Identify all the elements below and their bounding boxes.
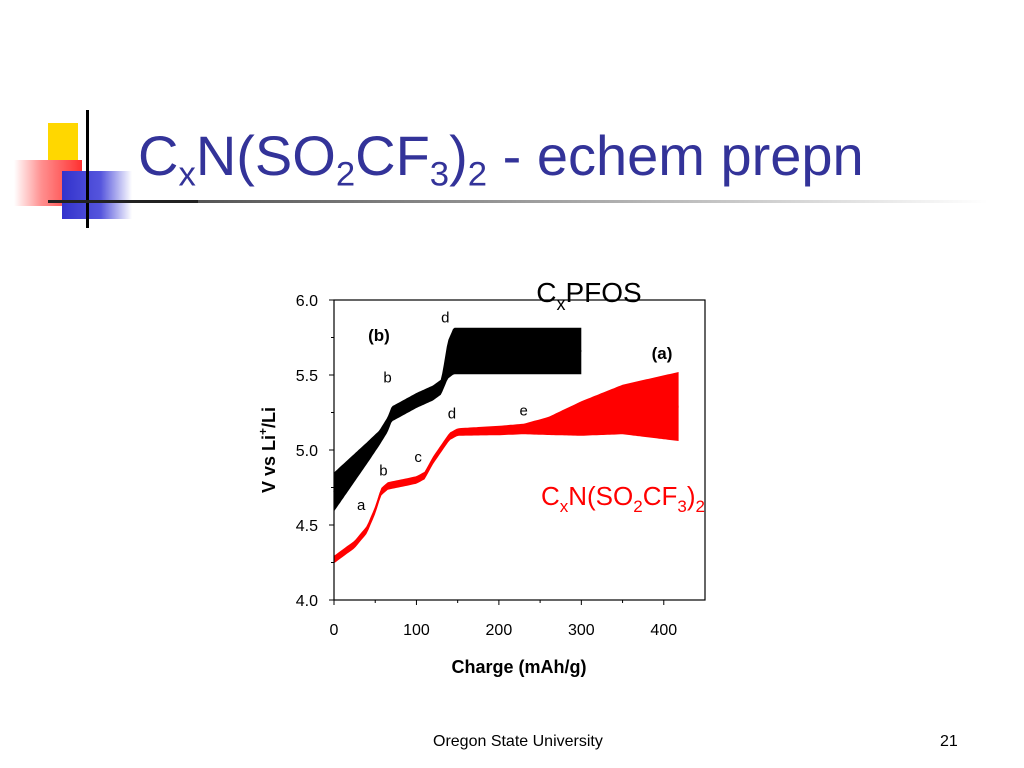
decor-vertical-line — [86, 110, 89, 228]
decor-blue-square — [62, 171, 132, 219]
y-tick-label: 4.5 — [296, 518, 318, 535]
series-band-b — [334, 327, 582, 512]
series-bands — [334, 327, 679, 564]
axis-ticks: 0 100 200 300 400 4.0 4.5 5.0 5.5 6.0 — [296, 293, 677, 639]
series-line-a — [333, 405, 679, 561]
y-tick-label: 5.5 — [296, 368, 318, 385]
y-axis-label: V vs Li+/Li — [256, 407, 279, 493]
slide-title: CxN(SO2CF3)2 - echem prepn — [138, 124, 864, 194]
footer-institution: Oregon State University — [433, 733, 603, 750]
point-marker-b: b — [379, 463, 387, 480]
x-tick-label: 0 — [330, 622, 339, 639]
point-marker-d: d — [448, 406, 456, 423]
x-axis-label: Charge (mAh/g) — [452, 657, 587, 677]
point-marker-c: c — [414, 449, 422, 466]
y-tick-label: 5.0 — [296, 443, 318, 460]
x-tick-label: 400 — [650, 622, 677, 639]
decor-yellow-square — [48, 123, 78, 161]
x-tick-label: 300 — [568, 622, 595, 639]
y-tick-label: 6.0 — [296, 293, 318, 310]
point-marker-a: a — [357, 497, 366, 514]
series-band-a — [334, 372, 679, 564]
page-number: 21 — [940, 733, 958, 750]
point-marker-d: d — [441, 310, 449, 327]
point-marker-e: e — [519, 403, 527, 420]
series-line-b — [333, 350, 582, 493]
decor-title-rule-fade — [198, 200, 988, 203]
series-name-a: (a) — [652, 344, 673, 363]
point-marker-b: b — [383, 370, 391, 387]
decor-title-rule — [48, 200, 198, 203]
series-name-b: (b) — [368, 326, 390, 345]
series-label-cxpfos: CxPFOS — [536, 277, 641, 314]
series-label-cxnso2cf3: CxN(SO2CF3)2 — [541, 481, 705, 516]
series-lines — [333, 350, 679, 561]
x-tick-label: 100 — [403, 622, 430, 639]
y-tick-label: 4.0 — [296, 593, 318, 610]
x-tick-label: 200 — [486, 622, 513, 639]
